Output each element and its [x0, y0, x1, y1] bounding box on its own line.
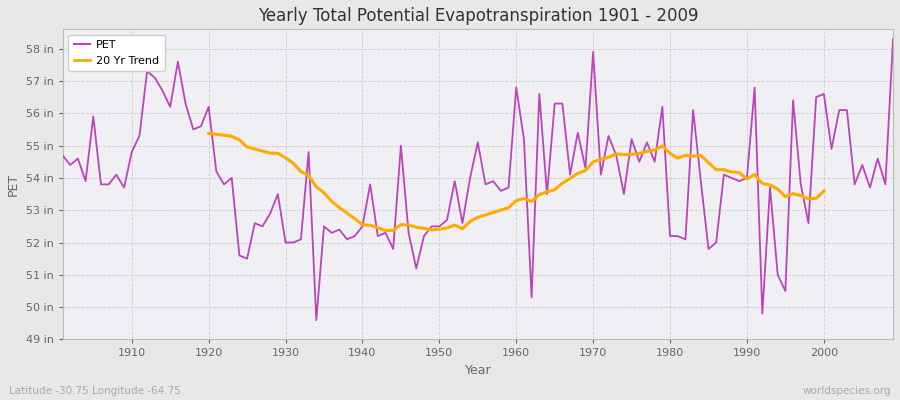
Title: Yearly Total Potential Evapotranspiration 1901 - 2009: Yearly Total Potential Evapotranspiratio… [257, 7, 698, 25]
X-axis label: Year: Year [464, 364, 491, 377]
Text: worldspecies.org: worldspecies.org [803, 386, 891, 396]
Legend: PET, 20 Yr Trend: PET, 20 Yr Trend [68, 35, 165, 72]
Text: Latitude -30.75 Longitude -64.75: Latitude -30.75 Longitude -64.75 [9, 386, 181, 396]
Y-axis label: PET: PET [7, 173, 20, 196]
